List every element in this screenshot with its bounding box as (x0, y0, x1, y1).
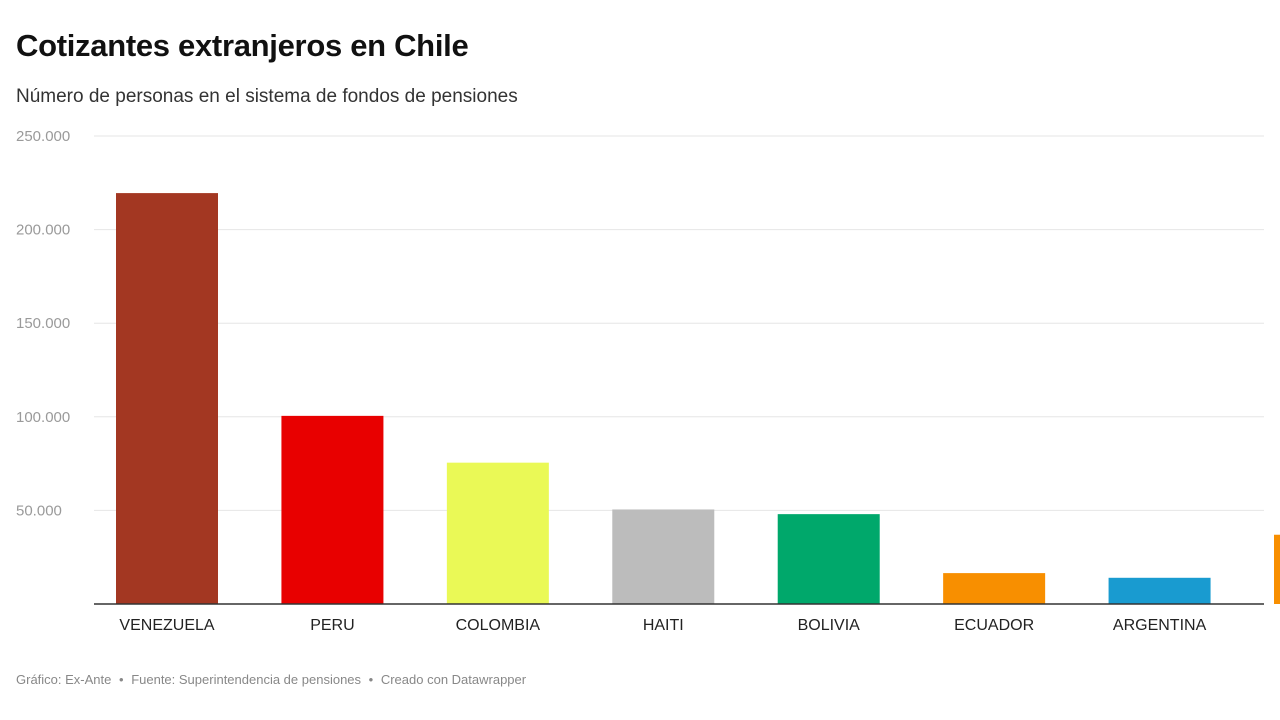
y-tick-label: 200.000 (16, 222, 70, 239)
bar-colombia (446, 462, 549, 604)
bar-venezuela (116, 193, 218, 604)
x-tick-label: ECUADOR (954, 617, 1034, 634)
x-tick-label: COLOMBIA (456, 617, 541, 634)
x-tick-label: ARGENTINA (1113, 617, 1207, 634)
x-axis-labels: VENEZUELA PERU COLOMBIA HAITI BOLIVIA ECUADOR… (119, 617, 1207, 634)
gridlines (94, 135, 1264, 511)
chart-subtitle: Número de personas en el sistema de fond… (16, 86, 518, 107)
y-tick-label: 100.000 (16, 409, 70, 426)
chart-title: Cotizantes extranjeros en Chile (16, 28, 469, 63)
y-axis-ticks: 50.000 100.000 150.000 200.000 250.000 (16, 128, 70, 519)
bar-bolivia (777, 514, 880, 604)
bars (116, 193, 1280, 604)
footer-credit: Gráfico: Ex-Ante (16, 672, 112, 687)
bar-otros (1274, 534, 1280, 604)
y-tick-label: 50.000 (16, 502, 62, 519)
bar-haiti (612, 509, 715, 604)
x-tick-label: BOLIVIA (798, 617, 861, 634)
bar-chart: 50.000 100.000 150.000 200.000 250.000 VENEZ… (16, 128, 1280, 634)
bar-argentina (1108, 577, 1211, 604)
chart-footer: Gráfico: Ex-Ante • Fuente: Superintenden… (16, 672, 526, 687)
y-tick-label: 250.000 (16, 128, 70, 145)
x-tick-label: VENEZUELA (119, 617, 214, 634)
x-tick-label: HAITI (643, 617, 684, 634)
bar-peru (281, 415, 384, 604)
footer-source: Fuente: Superintendencia de pensiones (131, 672, 362, 687)
y-tick-label: 150.000 (16, 315, 70, 332)
x-tick-label: PERU (310, 617, 354, 634)
bar-ecuador (943, 573, 1046, 604)
footer-tool: Creado con Datawrapper (380, 672, 527, 687)
footer-separator: • (119, 672, 124, 687)
footer-separator: • (368, 672, 374, 687)
